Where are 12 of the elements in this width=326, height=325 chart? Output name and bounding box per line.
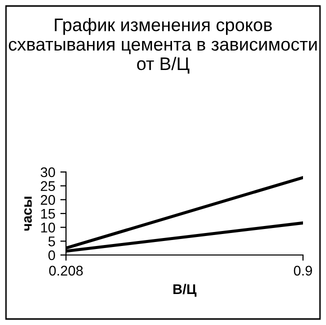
y-tick-label: 20	[40, 195, 56, 205]
y-tick-label: 10	[41, 222, 56, 233]
y-tick-label: 0	[48, 250, 56, 260]
y-tick-label: 15	[41, 208, 56, 219]
y-tick-label: 5	[48, 236, 55, 246]
x-tick-label: 0.208	[49, 266, 83, 276]
y-tick-label: 30	[40, 167, 56, 178]
x-axis-title: В/Ц	[173, 284, 196, 297]
x-tick-label: 0.9	[294, 266, 312, 276]
y-axis-title: часы	[24, 196, 32, 231]
chart-title: График изменения сроков схватывания цемента в зависимости от В/Ц	[8, 18, 317, 74]
y-tick-label: 25	[40, 181, 56, 192]
